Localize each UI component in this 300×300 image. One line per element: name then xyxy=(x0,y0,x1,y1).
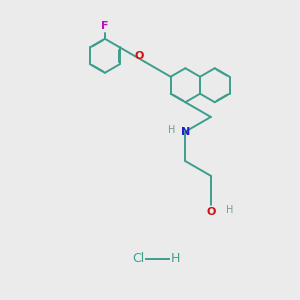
Text: N: N xyxy=(181,127,190,137)
Text: H: H xyxy=(226,205,233,215)
Text: H: H xyxy=(171,252,180,266)
Text: O: O xyxy=(206,207,215,217)
Text: F: F xyxy=(101,20,109,31)
Text: O: O xyxy=(134,50,144,61)
Text: Cl: Cl xyxy=(132,252,144,266)
Text: H: H xyxy=(168,125,175,135)
